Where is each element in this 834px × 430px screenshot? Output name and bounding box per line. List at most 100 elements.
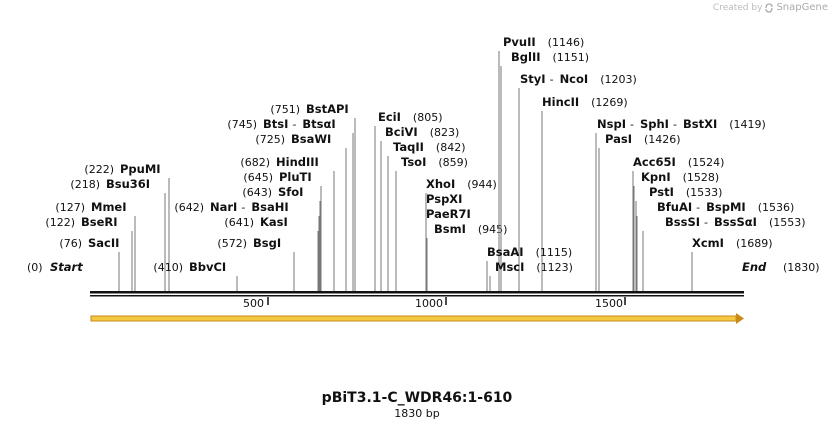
- map-title: pBiT3.1-C_WDR46:1-610: [321, 390, 513, 406]
- enzyme-position: (410): [153, 261, 183, 274]
- enzyme-name: BsaHI: [251, 200, 288, 214]
- enzyme-position: (122): [45, 216, 75, 229]
- enzyme-site-sfoi[interactable]: (643) SfoI: [242, 185, 321, 291]
- enzyme-site-bsmi[interactable]: BsmI (945): [426, 222, 507, 291]
- enzyme-position: (859): [438, 156, 468, 169]
- enzyme-site-mmei[interactable]: (127) MmeI: [55, 200, 136, 291]
- snapgene-brand: Created by SnapGene: [713, 2, 828, 13]
- enzyme-position: (682): [240, 156, 270, 169]
- enzyme-site-ppumi[interactable]: (222) PpuMI: [84, 162, 170, 291]
- enzyme-site-psti[interactable]: PstI (1533): [635, 185, 723, 291]
- enzyme-name: BtsαI: [302, 117, 335, 131]
- enzyme-position: (1419): [729, 118, 766, 131]
- backbone-bar-lower: [90, 295, 744, 297]
- enzyme-site-kpni[interactable]: KpnI (1528): [633, 170, 720, 291]
- enzyme-name: BbvCI: [189, 260, 226, 274]
- enzyme-position: (1553): [769, 216, 806, 229]
- feature-arrow[interactable]: [90, 313, 744, 324]
- start-label: Start: [50, 260, 83, 274]
- enzyme-name: PpuMI: [120, 162, 161, 176]
- enzyme-site-xcmi[interactable]: XcmI (1689): [691, 236, 773, 291]
- enzyme-site-bcivi[interactable]: BciVI (823): [380, 125, 460, 291]
- enzyme-site-tsoi[interactable]: TsoI (859): [395, 155, 468, 291]
- enzyme-name: BciVI: [385, 125, 418, 139]
- enzyme-name: PstI: [649, 185, 674, 199]
- enzyme-position: (572): [217, 237, 247, 250]
- backbone-bar: [90, 291, 744, 294]
- enzyme-name: BssSI: [665, 215, 700, 229]
- enzyme-name: EciI: [378, 110, 401, 124]
- enzyme-site-bsaai[interactable]: BsaAI (1115): [486, 245, 572, 291]
- enzyme-site-btsi[interactable]: (745) BtsI - BtsαI: [227, 117, 354, 291]
- enzyme-site-acc65i[interactable]: Acc65I (1524): [632, 155, 725, 291]
- enzyme-position: (1146): [548, 36, 585, 49]
- enzyme-site-taqii[interactable]: TaqII (842): [387, 140, 466, 291]
- enzyme-position: (1426): [644, 133, 681, 146]
- enzyme-site-bbvci[interactable]: (410) BbvCI: [153, 260, 238, 291]
- enzyme-separator: -: [550, 73, 554, 86]
- enzyme-site-plutl[interactable]: (645) PluTI: [243, 170, 322, 291]
- enzyme-site-nari[interactable]: (642) NarI - BsaHI: [174, 200, 320, 291]
- enzyme-position: (1689): [736, 237, 773, 250]
- enzyme-position: (642): [174, 201, 204, 214]
- enzyme-name: PasI: [605, 132, 632, 146]
- enzyme-position: (1524): [688, 156, 725, 169]
- tick-label: 1500: [595, 297, 623, 310]
- enzyme-name: BsaWI: [291, 132, 331, 146]
- end-position: (1830): [783, 261, 820, 274]
- start-position: (0): [27, 261, 43, 274]
- enzyme-site-bseri[interactable]: (122) BseRI: [45, 215, 133, 291]
- enzyme-name: KpnI: [641, 170, 671, 184]
- enzyme-site-pasi[interactable]: PasI (1426): [598, 132, 681, 291]
- enzyme-position: (1123): [536, 261, 573, 274]
- enzyme-position: (1203): [600, 73, 637, 86]
- created-by-text: Created by: [712, 2, 763, 13]
- enzyme-site-hincii[interactable]: HincII (1269): [541, 95, 628, 291]
- enzyme-site-bsgi[interactable]: (572) BsgI: [217, 236, 295, 291]
- enzyme-site-bsawi[interactable]: (725) BsaWI: [255, 132, 347, 291]
- map-length: 1830 bp: [394, 407, 440, 420]
- tick-label: 500: [243, 297, 264, 310]
- enzyme-site-nspi[interactable]: NspI - SphI - BstXI (1419): [595, 117, 766, 291]
- enzyme-site-pvuii[interactable]: PvuII (1146): [498, 35, 585, 291]
- snapgene-logo-icon: [765, 2, 774, 13]
- enzyme-position: (751): [270, 103, 300, 116]
- enzyme-name: XcmI: [692, 236, 724, 250]
- enzyme-site-bsu36i[interactable]: (218) Bsu36I: [70, 177, 166, 291]
- enzyme-name: BfuAI: [657, 200, 692, 214]
- enzyme-separator: -: [241, 201, 245, 214]
- enzyme-name: KasI: [260, 215, 288, 229]
- enzyme-position: (1528): [683, 171, 720, 184]
- enzyme-site-bfuai[interactable]: BfuAI - BspMI (1536): [636, 200, 794, 291]
- enzyme-name: PluTI: [279, 170, 312, 184]
- sequence-map: (0) Start End (1830) 500 1000 1500 (76) S…: [27, 35, 820, 324]
- enzyme-name: BsaAI: [487, 245, 524, 259]
- enzyme-name: Bsu36I: [106, 177, 150, 191]
- enzyme-site-kasi[interactable]: (641) KasI: [224, 215, 319, 291]
- enzyme-site-styi[interactable]: StyI - NcoI (1203): [518, 72, 637, 291]
- enzyme-name: BsmI: [434, 222, 466, 236]
- enzyme-site-bglii[interactable]: BglII (1151): [500, 50, 590, 291]
- enzyme-position: (823): [430, 126, 460, 139]
- enzyme-site-sacii[interactable]: (76) SacII: [59, 236, 120, 291]
- enzyme-name: PvuII: [503, 35, 536, 49]
- enzyme-name: BglII: [511, 50, 541, 64]
- enzyme-position: (643): [242, 186, 272, 199]
- enzyme-name: BsgI: [253, 236, 281, 250]
- enzyme-site-pspxi[interactable]: PspXI: [426, 192, 462, 206]
- enzyme-name: PaeR7I: [426, 207, 471, 221]
- enzyme-site-hindiii[interactable]: (682) HindIII: [240, 155, 335, 291]
- enzyme-position: (76): [59, 237, 82, 250]
- enzyme-name: HindIII: [276, 155, 319, 169]
- enzyme-site-ecii[interactable]: EciI (805): [374, 110, 443, 291]
- enzyme-name: MscI: [495, 260, 524, 274]
- enzyme-site-bsssi[interactable]: BssSI - BssSαI (1553): [642, 215, 806, 291]
- enzyme-position: (745): [227, 118, 257, 131]
- enzyme-name: BtsI: [263, 117, 288, 131]
- enzyme-site-paer7i[interactable]: PaeR7I: [426, 207, 471, 221]
- enzyme-site-xhoi[interactable]: XhoI (944): [425, 177, 497, 291]
- enzyme-site-msci[interactable]: MscI (1123): [489, 260, 573, 291]
- enzyme-position: (1533): [686, 186, 723, 199]
- enzyme-position: (1151): [553, 51, 590, 64]
- enzyme-site-bstapi[interactable]: (751) BstAPI: [270, 102, 356, 291]
